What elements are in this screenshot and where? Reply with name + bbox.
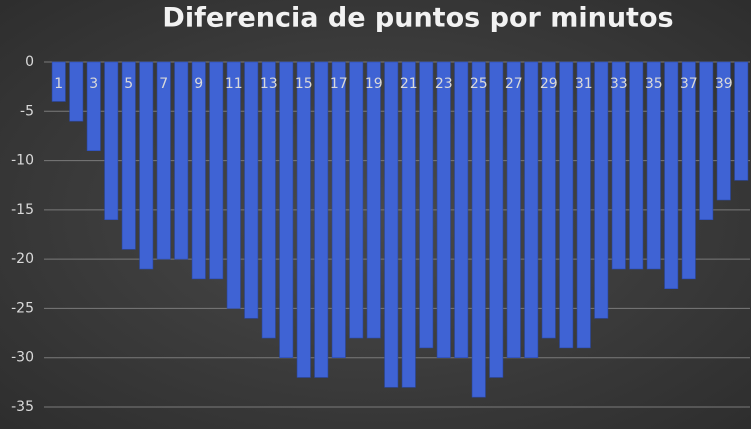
x-tick-label: 11 — [225, 76, 243, 92]
x-tick-label: 31 — [575, 76, 593, 92]
x-tick-label: 25 — [470, 76, 488, 92]
bar — [419, 61, 434, 349]
x-tick-label: 39 — [715, 76, 733, 92]
chart-title: Diferencia de puntos por minutos — [162, 3, 673, 34]
bar — [314, 61, 329, 378]
bar — [244, 61, 259, 319]
y-tick-label: -35 — [11, 399, 34, 415]
bar — [51, 61, 66, 102]
bar — [121, 61, 136, 250]
bar — [681, 61, 696, 280]
y-tick-label: 0 — [25, 54, 34, 70]
bar — [506, 61, 521, 359]
bar — [156, 61, 171, 260]
bar — [454, 61, 469, 359]
bar — [436, 61, 451, 359]
bar — [331, 61, 346, 359]
x-tick-label: 27 — [505, 76, 523, 92]
y-tick-label: -5 — [20, 103, 34, 119]
x-tick-label: 35 — [645, 76, 663, 92]
bar — [716, 61, 731, 201]
bar — [471, 61, 486, 398]
x-tick-label: 19 — [365, 76, 383, 92]
bar — [226, 61, 241, 309]
bar — [139, 61, 154, 270]
y-tick-label: -20 — [11, 251, 34, 267]
bar — [646, 61, 661, 270]
y-tick-label: -10 — [11, 153, 34, 169]
bar — [174, 61, 189, 260]
bar — [559, 61, 574, 349]
bar — [349, 61, 364, 339]
x-tick-label: 3 — [89, 76, 98, 92]
bar — [611, 61, 626, 270]
bar — [209, 61, 224, 280]
bar — [489, 61, 504, 378]
x-tick-label: 7 — [159, 76, 168, 92]
y-tick-label: -30 — [11, 350, 34, 366]
bar — [734, 61, 749, 181]
bar — [699, 61, 714, 221]
x-tick-label: 17 — [330, 76, 348, 92]
bar — [541, 61, 556, 339]
bar — [664, 61, 679, 290]
x-tick-label: 15 — [295, 76, 313, 92]
bar — [629, 61, 644, 270]
bar — [401, 61, 416, 388]
bar — [524, 61, 539, 359]
y-tick-label: -25 — [11, 300, 34, 316]
x-tick-label: 1 — [54, 76, 63, 92]
x-tick-label: 37 — [680, 76, 698, 92]
x-tick-label: 29 — [540, 76, 558, 92]
bar — [296, 61, 311, 378]
x-tick-label: 9 — [194, 76, 203, 92]
bar — [261, 61, 276, 339]
bar — [384, 61, 399, 388]
bar — [104, 61, 119, 221]
y-tick-label: -15 — [11, 202, 34, 218]
x-tick-label: 5 — [124, 76, 133, 92]
bar — [576, 61, 591, 349]
x-tick-label: 33 — [610, 76, 628, 92]
bar — [191, 61, 206, 280]
bar — [86, 61, 101, 152]
bar — [594, 61, 609, 319]
bar — [279, 61, 294, 359]
x-tick-label: 23 — [435, 76, 453, 92]
bar — [69, 61, 84, 122]
bar — [366, 61, 381, 339]
x-tick-label: 21 — [400, 76, 418, 92]
x-tick-label: 13 — [260, 76, 278, 92]
